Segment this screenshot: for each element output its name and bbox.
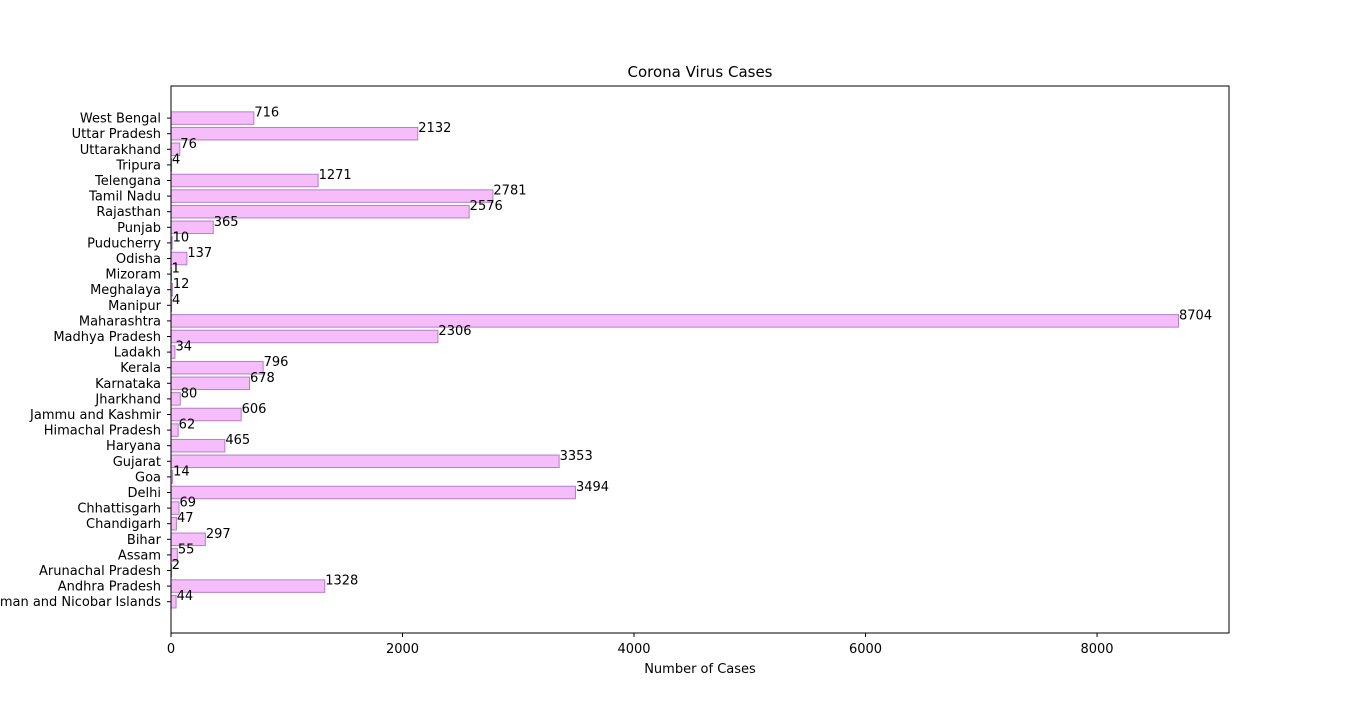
y-tick-label: Andaman and Nicobar Islands	[0, 595, 161, 610]
y-tick-label: Puducherry	[87, 236, 161, 251]
x-axis-ticks: 0 2000 4000 6000 8000	[167, 633, 1114, 657]
y-tick-label: Meghalaya	[90, 283, 161, 298]
bar-value-label: 1	[172, 262, 180, 277]
bar	[170, 516, 177, 531]
bar-value-label: 2576	[470, 199, 503, 214]
y-tick-label: Rajasthan	[96, 205, 161, 220]
y-tick-label: Uttar Pradesh	[72, 127, 161, 142]
value-labels-group: 4413282552974769349414335346562606806787…	[172, 106, 1213, 605]
y-tick-label: Mizoram	[105, 268, 161, 283]
y-tick-label: Manipur	[108, 299, 162, 314]
x-tick-label: 0	[167, 642, 175, 657]
bar	[170, 392, 181, 406]
bars-group	[170, 111, 1180, 609]
bar-value-label: 297	[206, 527, 231, 542]
bar-value-label: 2132	[418, 121, 451, 136]
bar-value-label: 137	[187, 246, 212, 261]
chart-title: Corona Virus Cases	[627, 63, 772, 81]
bar	[170, 423, 179, 437]
y-tick-label: Telengana	[94, 174, 161, 189]
y-tick-label: Jammu and Kashmir	[29, 408, 162, 423]
y-tick-label: Haryana	[106, 439, 161, 454]
bar-value-label: 62	[179, 418, 196, 433]
bar	[170, 126, 419, 141]
bar-value-label: 4	[172, 293, 180, 308]
y-tick-label: Tripura	[115, 158, 161, 173]
x-tick-label: 2000	[386, 642, 419, 657]
bar-value-label: 2781	[493, 184, 526, 199]
bar-value-label: 76	[180, 137, 197, 152]
y-tick-label: Maharashtra	[79, 314, 161, 329]
y-tick-label: Assam	[118, 548, 161, 563]
y-tick-label: Ladakh	[114, 346, 161, 361]
bar	[170, 485, 576, 500]
bar-value-label: 365	[214, 215, 239, 230]
x-tick-label: 4000	[617, 642, 650, 657]
bar	[170, 579, 326, 593]
bar-value-label: 3494	[576, 480, 609, 495]
bar-value-label: 2306	[438, 324, 471, 339]
y-tick-label: Gujarat	[113, 455, 161, 470]
bar-value-label: 55	[178, 542, 195, 557]
bar-value-label: 3353	[560, 449, 593, 464]
y-tick-label: Punjab	[117, 221, 161, 236]
bar-value-label: 2	[172, 558, 180, 573]
bar-value-label: 69	[179, 496, 196, 511]
bar	[170, 345, 176, 359]
y-tick-label: Karnataka	[95, 377, 161, 392]
x-tick-label: 6000	[849, 642, 882, 657]
bar-value-label: 1328	[325, 574, 358, 589]
y-tick-label: Andhra Pradesh	[58, 580, 161, 595]
bar-value-label: 678	[250, 371, 275, 386]
bar-value-label: 14	[173, 464, 190, 479]
bar	[170, 454, 560, 469]
plot-frame	[170, 85, 1230, 634]
bar-value-label: 4	[172, 152, 180, 167]
bar	[170, 438, 226, 453]
x-tick-label: 8000	[1080, 642, 1113, 657]
y-tick-label: Uttarakhand	[80, 143, 161, 158]
y-tick-label: Jharkhand	[94, 392, 161, 407]
y-tick-label: Delhi	[128, 486, 161, 501]
y-tick-label: Himachal Pradesh	[44, 424, 161, 439]
bar-value-label: 44	[177, 589, 194, 604]
y-tick-label: Kerala	[120, 361, 161, 376]
bar-value-label: 606	[242, 402, 267, 417]
bar-value-label: 34	[175, 340, 192, 355]
y-tick-label: Odisha	[116, 252, 161, 267]
y-tick-label: Goa	[135, 470, 161, 485]
y-tick-label: Madhya Pradesh	[53, 330, 161, 345]
bar-value-label: 716	[254, 106, 279, 121]
y-tick-label: Chandigarh	[86, 517, 161, 532]
x-axis-label: Number of Cases	[644, 662, 756, 677]
bar-value-label: 10	[173, 230, 190, 245]
bar	[170, 111, 255, 125]
bar-value-label: 465	[225, 433, 250, 448]
bar-value-label: 1271	[319, 168, 352, 183]
bar-value-label: 796	[264, 355, 289, 370]
y-tick-label: Bihar	[127, 533, 162, 548]
bar	[170, 329, 439, 344]
bar-value-label: 47	[177, 511, 194, 526]
bar-value-label: 8704	[1179, 308, 1212, 323]
y-tick-label: West Bengal	[80, 112, 161, 127]
bar-value-label: 80	[181, 386, 198, 401]
y-tick-label: Chhattisgarh	[77, 502, 161, 517]
y-tick-label: Tamil Nadu	[88, 190, 161, 205]
bar	[170, 173, 319, 188]
y-tick-label: Arunachal Pradesh	[39, 564, 161, 579]
bar	[170, 314, 1180, 328]
bar	[170, 594, 177, 609]
bar	[170, 189, 494, 203]
bar-value-label: 12	[173, 277, 190, 292]
